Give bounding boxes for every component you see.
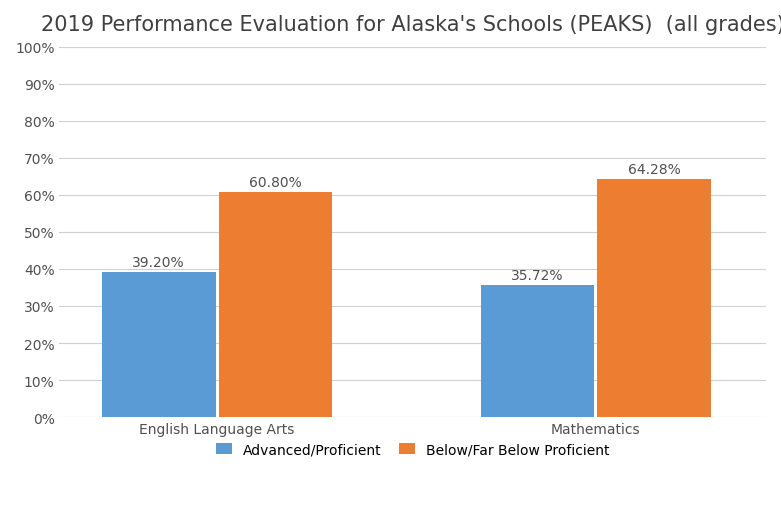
Bar (480, 285, 594, 417)
Bar (597, 180, 711, 417)
Text: 39.20%: 39.20% (133, 256, 185, 269)
Title: 2019 Performance Evaluation for Alaska's Schools (PEAKS)  (all grades): 2019 Performance Evaluation for Alaska's… (41, 15, 781, 35)
Bar (102, 272, 216, 417)
Bar (219, 192, 332, 417)
Text: 64.28%: 64.28% (628, 163, 680, 177)
Text: 35.72%: 35.72% (511, 268, 564, 282)
Text: 60.80%: 60.80% (249, 176, 301, 189)
Legend: Advanced/Proficient, Below/Far Below Proficient: Advanced/Proficient, Below/Far Below Pro… (210, 437, 615, 462)
